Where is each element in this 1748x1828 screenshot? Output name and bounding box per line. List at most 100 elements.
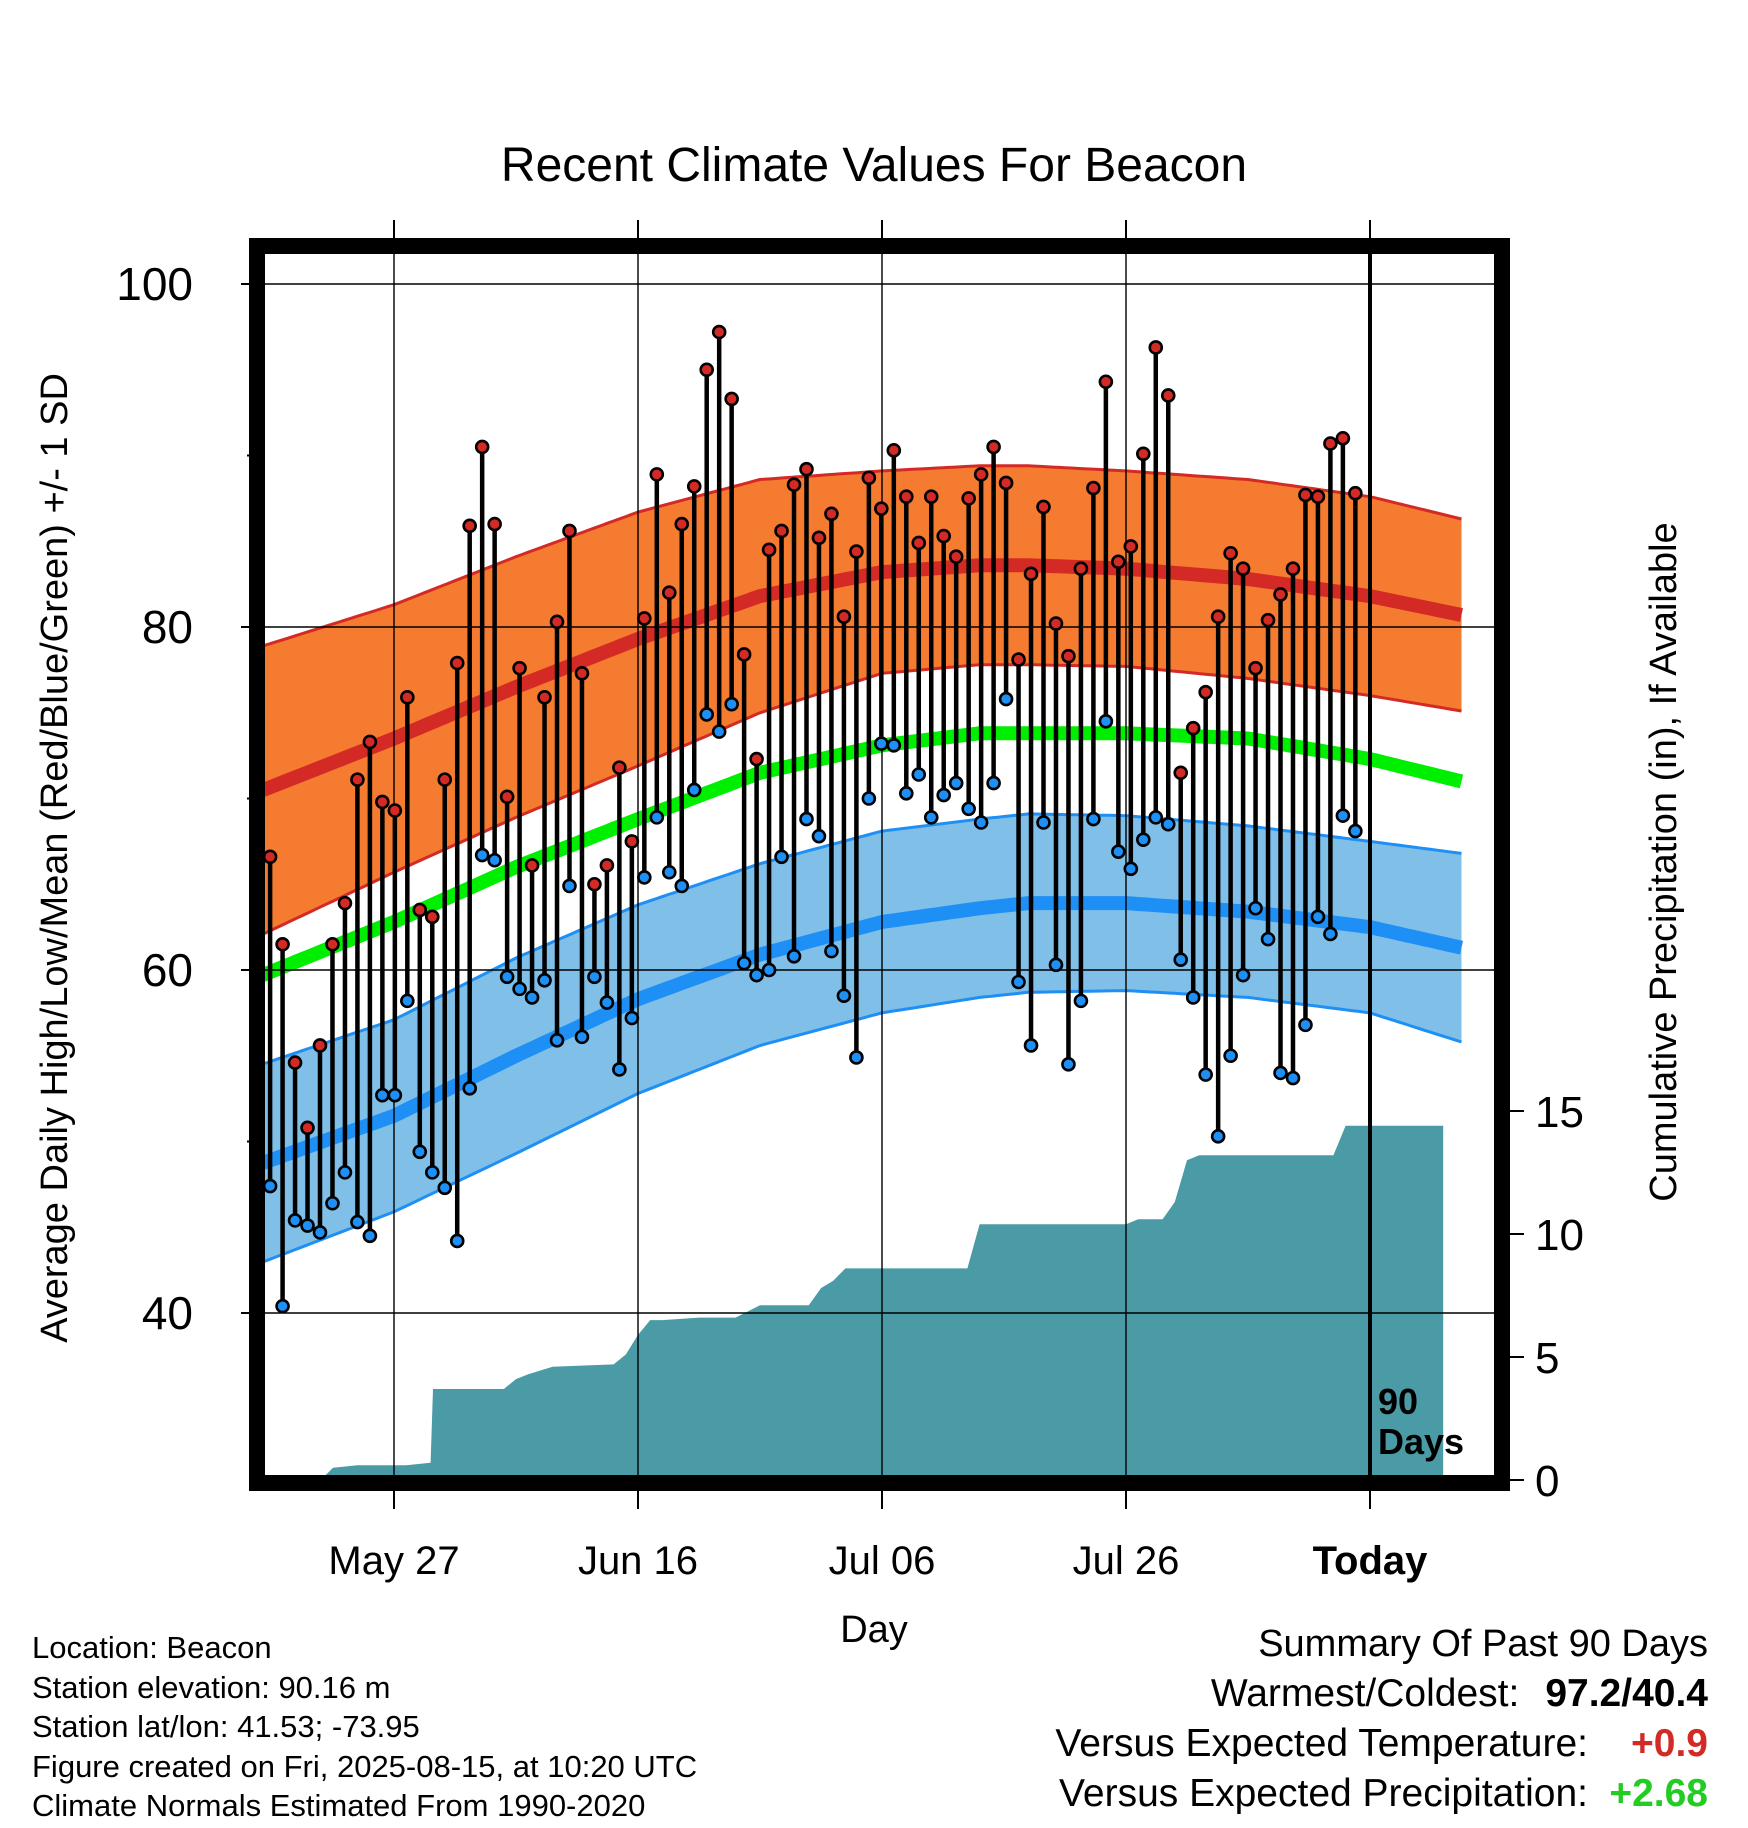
daily-low-point [861,791,877,806]
daily-high-point [1310,489,1326,504]
daily-low-point [749,967,764,983]
daily-high-point [1111,554,1126,570]
daily-low-point [325,1195,340,1211]
daily-low-point [474,847,490,863]
daily-high-point [923,489,939,504]
daily-high-point [312,1038,328,1053]
daily-high-point [1298,487,1313,503]
precip-anomaly-value: +2.68 [1609,1772,1708,1815]
y2-axis-label: Cumulative Precipitation (in), If Availa… [1643,522,1685,1201]
daily-high-point [1248,660,1263,676]
daily-high-point [761,542,777,558]
daily-low-point [1148,810,1164,825]
daily-low-point [674,878,690,894]
daily-high-point [1348,485,1363,501]
elevation-text: Station elevation: 90.16 m [32,1669,391,1705]
low-sd-band [264,813,1462,1262]
station-info: Location: Beacon Station elevation: 90.1… [32,1628,697,1826]
daily-low-point [387,1087,403,1103]
daily-low-point [1098,714,1114,729]
daily-low-point [1061,1057,1076,1072]
daily-low-point [686,782,702,798]
daily-high-point [574,666,590,681]
temp-anomaly-value: +0.9 [1631,1722,1708,1765]
daily-low-point [761,962,777,978]
daily-high-point [961,491,976,506]
daily-low-point [1198,1067,1213,1082]
daily-high-point [524,858,540,873]
daily-low-point [449,1233,465,1249]
daily-high-point [612,760,627,775]
daily-high-point [1086,480,1101,496]
daily-low-point [1335,808,1351,823]
daily-high-point [699,362,715,378]
daily-low-point [1011,974,1026,990]
daily-high-point [1148,340,1164,355]
daily-high-point [562,523,577,539]
precip-anomaly-label: Versus Expected Precipitation: [1059,1772,1588,1815]
daily-high-point [1210,609,1226,625]
daily-low-point [462,1081,477,1096]
daily-high-point [275,936,290,952]
summary-panel: Summary Of Past 90 Days Warmest/Coldest:… [1055,1619,1708,1819]
daily-low-point [424,1165,440,1180]
daily-high-point [811,530,827,546]
daily-low-point [1260,931,1276,947]
daily-high-point [711,324,727,340]
daily-high-point [911,535,927,551]
daily-high-point [400,690,415,705]
daily-low-point [1248,900,1263,916]
daily-high-point [898,489,914,504]
daily-high-point [499,789,515,805]
daily-low-point [824,943,839,959]
x-tick-label: Jun 16 [578,1539,698,1583]
daily-high-point [424,909,440,925]
daily-high-point [487,516,502,532]
daily-high-point [1135,446,1151,462]
daily-high-point [1185,720,1201,736]
daily-high-point [637,611,652,626]
daily-low-point [587,969,602,985]
daily-low-point [898,786,914,801]
x-tick-label: Jul 06 [829,1539,936,1583]
normal-high-line [264,558,1463,798]
normals-text: Climate Normals Estimated From 1990-2020 [32,1788,646,1823]
daily-high-point [861,470,877,486]
daily-low-point [699,707,715,722]
high-sd-band [264,465,1462,934]
daily-low-point [661,864,677,880]
daily-high-point [1123,539,1139,554]
daily-low-point [711,724,727,739]
daily-low-point [1160,816,1176,832]
x-tick-label: Jul 26 [1073,1539,1180,1583]
daily-low-point [1185,990,1201,1005]
daily-high-point [300,1120,315,1136]
daily-high-point [449,655,465,671]
daily-high-point [1285,561,1301,576]
plot-frame [249,238,1510,1491]
daily-low-point [1036,815,1051,830]
daily-low-point [1123,861,1139,877]
daily-low-point [849,1050,864,1065]
daily-low-point [1023,1038,1039,1053]
daily-low-point [799,811,814,827]
daily-high-point [786,477,802,492]
daily-low-point [487,852,502,868]
daily-low-point [562,878,577,894]
daily-low-point [1323,926,1338,942]
daily-high-point [387,803,403,818]
high-upper-edge [264,464,1462,648]
daily-high-point [1098,374,1114,390]
daily-low-point [1073,993,1089,1009]
daily-low-point [1348,823,1363,839]
daily-high-point [375,794,390,810]
daily-low-point [1048,957,1064,973]
daily-low-point [362,1228,378,1244]
daily-high-point [437,772,453,787]
today-window-label: 90 Days [1378,1381,1464,1462]
daily-high-point [886,443,902,458]
warm-cold-label: Warmest/Coldest: [1210,1672,1520,1715]
daily-low-point [911,767,927,782]
daily-high-point [537,690,552,705]
daily-high-point [936,528,952,544]
